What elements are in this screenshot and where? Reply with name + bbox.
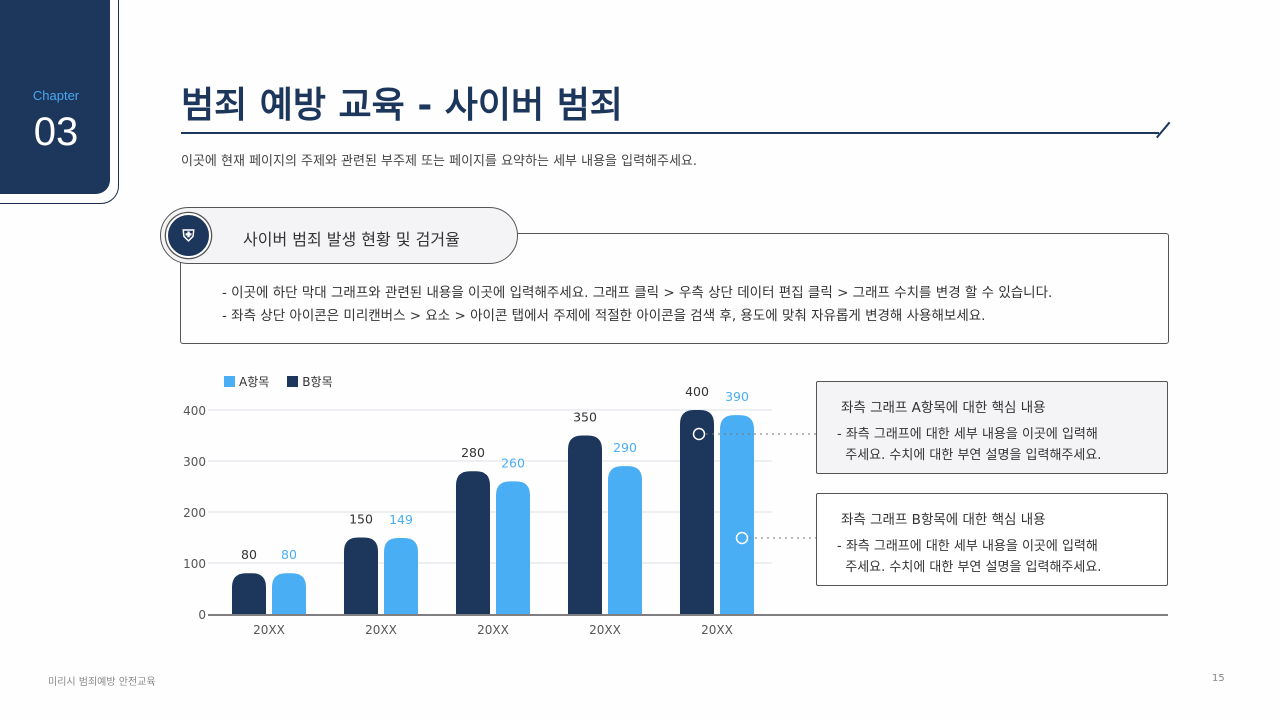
title-divider — [181, 132, 1159, 134]
bar-b — [232, 573, 266, 614]
bar-a — [272, 573, 306, 614]
x-tick-label: 20XX — [589, 623, 621, 637]
card-a: 좌측 그래프 A항목에 대한 핵심 내용 - 좌측 그래프에 대한 세부 내용을… — [816, 381, 1168, 474]
page-title: 범죄 예방 교육 - 사이버 범죄 — [181, 85, 623, 126]
chapter-label: Chapter — [32, 88, 80, 103]
bar-a — [720, 415, 754, 614]
bar-b — [680, 410, 714, 614]
data-label: 280 — [461, 445, 485, 460]
bullet-item: - 이곳에 하단 막대 그래프와 관련된 내용을 이곳에 입력해주세요. 그래프… — [222, 285, 1053, 301]
data-label: 80 — [281, 547, 297, 562]
x-tick-label: 20XX — [365, 623, 397, 637]
marker-b — [692, 427, 706, 441]
page-number: 15 — [1212, 673, 1225, 684]
data-label: 150 — [349, 512, 373, 527]
data-label: 149 — [389, 512, 413, 527]
x-tick-label: 20XX — [253, 623, 285, 637]
chart-legend: A항목 B항목 — [224, 373, 333, 390]
chapter-block — [0, 0, 110, 194]
card-heading: 좌측 그래프 A항목에 대한 핵심 내용 — [841, 400, 1046, 416]
footer-text: 미리시 범죄예방 안전교육 — [48, 677, 156, 688]
legend-label: B항목 — [302, 375, 333, 389]
bar-a — [496, 481, 530, 614]
section-header — [160, 207, 518, 264]
card-heading: 좌측 그래프 B항목에 대한 핵심 내용 — [841, 512, 1046, 528]
card-b: 좌측 그래프 B항목에 대한 핵심 내용 - 좌측 그래프에 대한 세부 내용을… — [816, 493, 1168, 586]
bar-b — [344, 537, 378, 614]
bar-b — [568, 435, 602, 614]
legend-label: A항목 — [239, 375, 270, 389]
y-tick-label: 200 — [183, 506, 206, 520]
card-line: 주세요. 수치에 대한 부연 설명을 입력해주세요. — [837, 448, 1102, 463]
page-subtitle: 이곳에 현재 페이지의 주제와 관련된 부주제 또는 페이지를 요약하는 세부 … — [181, 154, 698, 169]
card-line: - 좌측 그래프에 대한 세부 내용을 이곳에 입력해 — [837, 427, 1098, 442]
data-label: 290 — [613, 440, 637, 455]
data-label: 400 — [685, 384, 709, 399]
y-tick-label: 300 — [183, 455, 206, 469]
card-line: 주세요. 수치에 대한 부연 설명을 입력해주세요. — [837, 560, 1102, 575]
section-box — [180, 233, 1169, 344]
data-label: 350 — [573, 410, 597, 425]
marker-a — [735, 531, 749, 545]
data-label: 260 — [501, 455, 525, 470]
legend-item-b: B항목 — [287, 373, 333, 390]
x-tick-label: 20XX — [701, 623, 733, 637]
legend-item-a: A항목 — [224, 373, 269, 390]
y-tick-label: 400 — [183, 404, 206, 418]
police-badge-icon: ⛨ — [166, 213, 211, 258]
bullet-item: - 좌측 상단 아이콘은 미리캔버스 > 요소 > 아이콘 탭에서 주제에 적절… — [222, 308, 986, 324]
x-tick-label: 20XX — [477, 623, 509, 637]
data-label: 390 — [725, 389, 749, 404]
bar-a — [608, 466, 642, 614]
data-label: 80 — [241, 547, 257, 562]
section-heading: 사이버 범죄 발생 현황 및 검거율 — [243, 230, 460, 249]
y-tick-label: 100 — [183, 557, 206, 571]
chapter-number: 03 — [33, 110, 79, 154]
y-tick-label: 0 — [198, 608, 206, 622]
section-bullets: - 이곳에 하단 막대 그래프와 관련된 내용을 이곳에 입력해주세요. 그래프… — [222, 282, 1052, 328]
bar-a — [384, 538, 418, 614]
bar-b — [456, 471, 490, 614]
card-line: - 좌측 그래프에 대한 세부 내용을 이곳에 입력해 — [837, 539, 1098, 554]
